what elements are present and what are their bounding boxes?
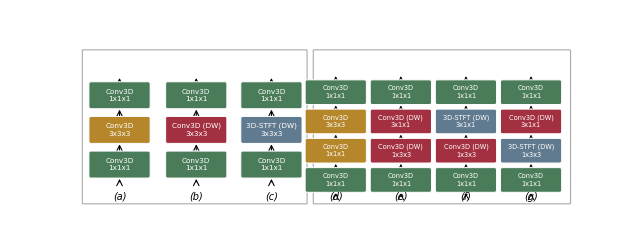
Text: Conv3D (DW)
3x1x1: Conv3D (DW) 3x1x1 xyxy=(378,114,423,129)
FancyBboxPatch shape xyxy=(166,82,227,109)
Text: (e): (e) xyxy=(394,192,408,202)
Text: Conv3D
1x1x1: Conv3D 1x1x1 xyxy=(257,89,285,102)
FancyBboxPatch shape xyxy=(370,138,431,163)
Text: Conv3D
1x1x1: Conv3D 1x1x1 xyxy=(106,89,134,102)
Text: Conv3D (DW)
1x3x3: Conv3D (DW) 1x3x3 xyxy=(444,144,488,158)
FancyBboxPatch shape xyxy=(435,80,497,105)
Text: Conv3D
1x1x1: Conv3D 1x1x1 xyxy=(323,144,349,158)
FancyBboxPatch shape xyxy=(89,82,150,109)
FancyBboxPatch shape xyxy=(166,116,227,143)
FancyBboxPatch shape xyxy=(305,138,366,163)
FancyBboxPatch shape xyxy=(305,80,366,105)
FancyBboxPatch shape xyxy=(89,116,150,143)
FancyBboxPatch shape xyxy=(89,151,150,178)
Text: (a): (a) xyxy=(113,192,126,202)
FancyBboxPatch shape xyxy=(305,109,366,134)
Text: Conv3D
1x1x1: Conv3D 1x1x1 xyxy=(453,173,479,187)
FancyBboxPatch shape xyxy=(313,50,571,204)
Text: Conv3D
1x1x1: Conv3D 1x1x1 xyxy=(323,85,349,99)
FancyBboxPatch shape xyxy=(241,116,302,143)
Text: 3D-STFT (DW)
3x3x3: 3D-STFT (DW) 3x3x3 xyxy=(246,123,297,137)
Text: 3D-STFT (DW)
1x3x3: 3D-STFT (DW) 1x3x3 xyxy=(508,144,554,158)
Text: Conv3D
3x3x3: Conv3D 3x3x3 xyxy=(323,115,349,128)
Text: Conv3D
1x1x1: Conv3D 1x1x1 xyxy=(257,158,285,171)
FancyBboxPatch shape xyxy=(500,138,562,163)
Text: Conv3D
1x1x1: Conv3D 1x1x1 xyxy=(106,158,134,171)
FancyBboxPatch shape xyxy=(305,168,366,192)
FancyBboxPatch shape xyxy=(435,168,497,192)
Text: Conv3D
1x1x1: Conv3D 1x1x1 xyxy=(453,85,479,99)
FancyBboxPatch shape xyxy=(370,109,431,134)
FancyBboxPatch shape xyxy=(500,109,562,134)
Text: (d): (d) xyxy=(329,192,342,202)
Text: Conv3D
1x1x1: Conv3D 1x1x1 xyxy=(182,158,211,171)
Text: Conv3D
1x1x1: Conv3D 1x1x1 xyxy=(388,173,414,187)
FancyBboxPatch shape xyxy=(166,151,227,178)
Text: (f): (f) xyxy=(461,192,472,202)
FancyBboxPatch shape xyxy=(435,138,497,163)
Text: Conv3D (DW)
3x1x1: Conv3D (DW) 3x1x1 xyxy=(509,114,554,129)
FancyBboxPatch shape xyxy=(500,168,562,192)
Text: Conv3D
1x1x1: Conv3D 1x1x1 xyxy=(388,85,414,99)
Text: Conv3D
1x1x1: Conv3D 1x1x1 xyxy=(518,173,544,187)
Text: 3D-STFT (DW)
3x1x1: 3D-STFT (DW) 3x1x1 xyxy=(443,114,489,129)
Text: Conv3D
1x1x1: Conv3D 1x1x1 xyxy=(518,85,544,99)
Text: Conv3D (DW)
1x3x3: Conv3D (DW) 1x3x3 xyxy=(378,144,423,158)
FancyBboxPatch shape xyxy=(241,82,302,109)
Text: (b): (b) xyxy=(189,192,203,202)
FancyBboxPatch shape xyxy=(83,50,307,204)
Text: (c): (c) xyxy=(265,192,278,202)
Text: Conv3D (DW)
3x3x3: Conv3D (DW) 3x3x3 xyxy=(172,123,221,137)
FancyBboxPatch shape xyxy=(370,80,431,105)
FancyBboxPatch shape xyxy=(435,109,497,134)
FancyBboxPatch shape xyxy=(241,151,302,178)
FancyBboxPatch shape xyxy=(370,168,431,192)
Text: Conv3D
3x3x3: Conv3D 3x3x3 xyxy=(106,123,134,137)
Text: Conv3D
1x1x1: Conv3D 1x1x1 xyxy=(323,173,349,187)
FancyBboxPatch shape xyxy=(500,80,562,105)
Text: (g): (g) xyxy=(524,192,538,202)
Text: Conv3D
1x1x1: Conv3D 1x1x1 xyxy=(182,89,211,102)
